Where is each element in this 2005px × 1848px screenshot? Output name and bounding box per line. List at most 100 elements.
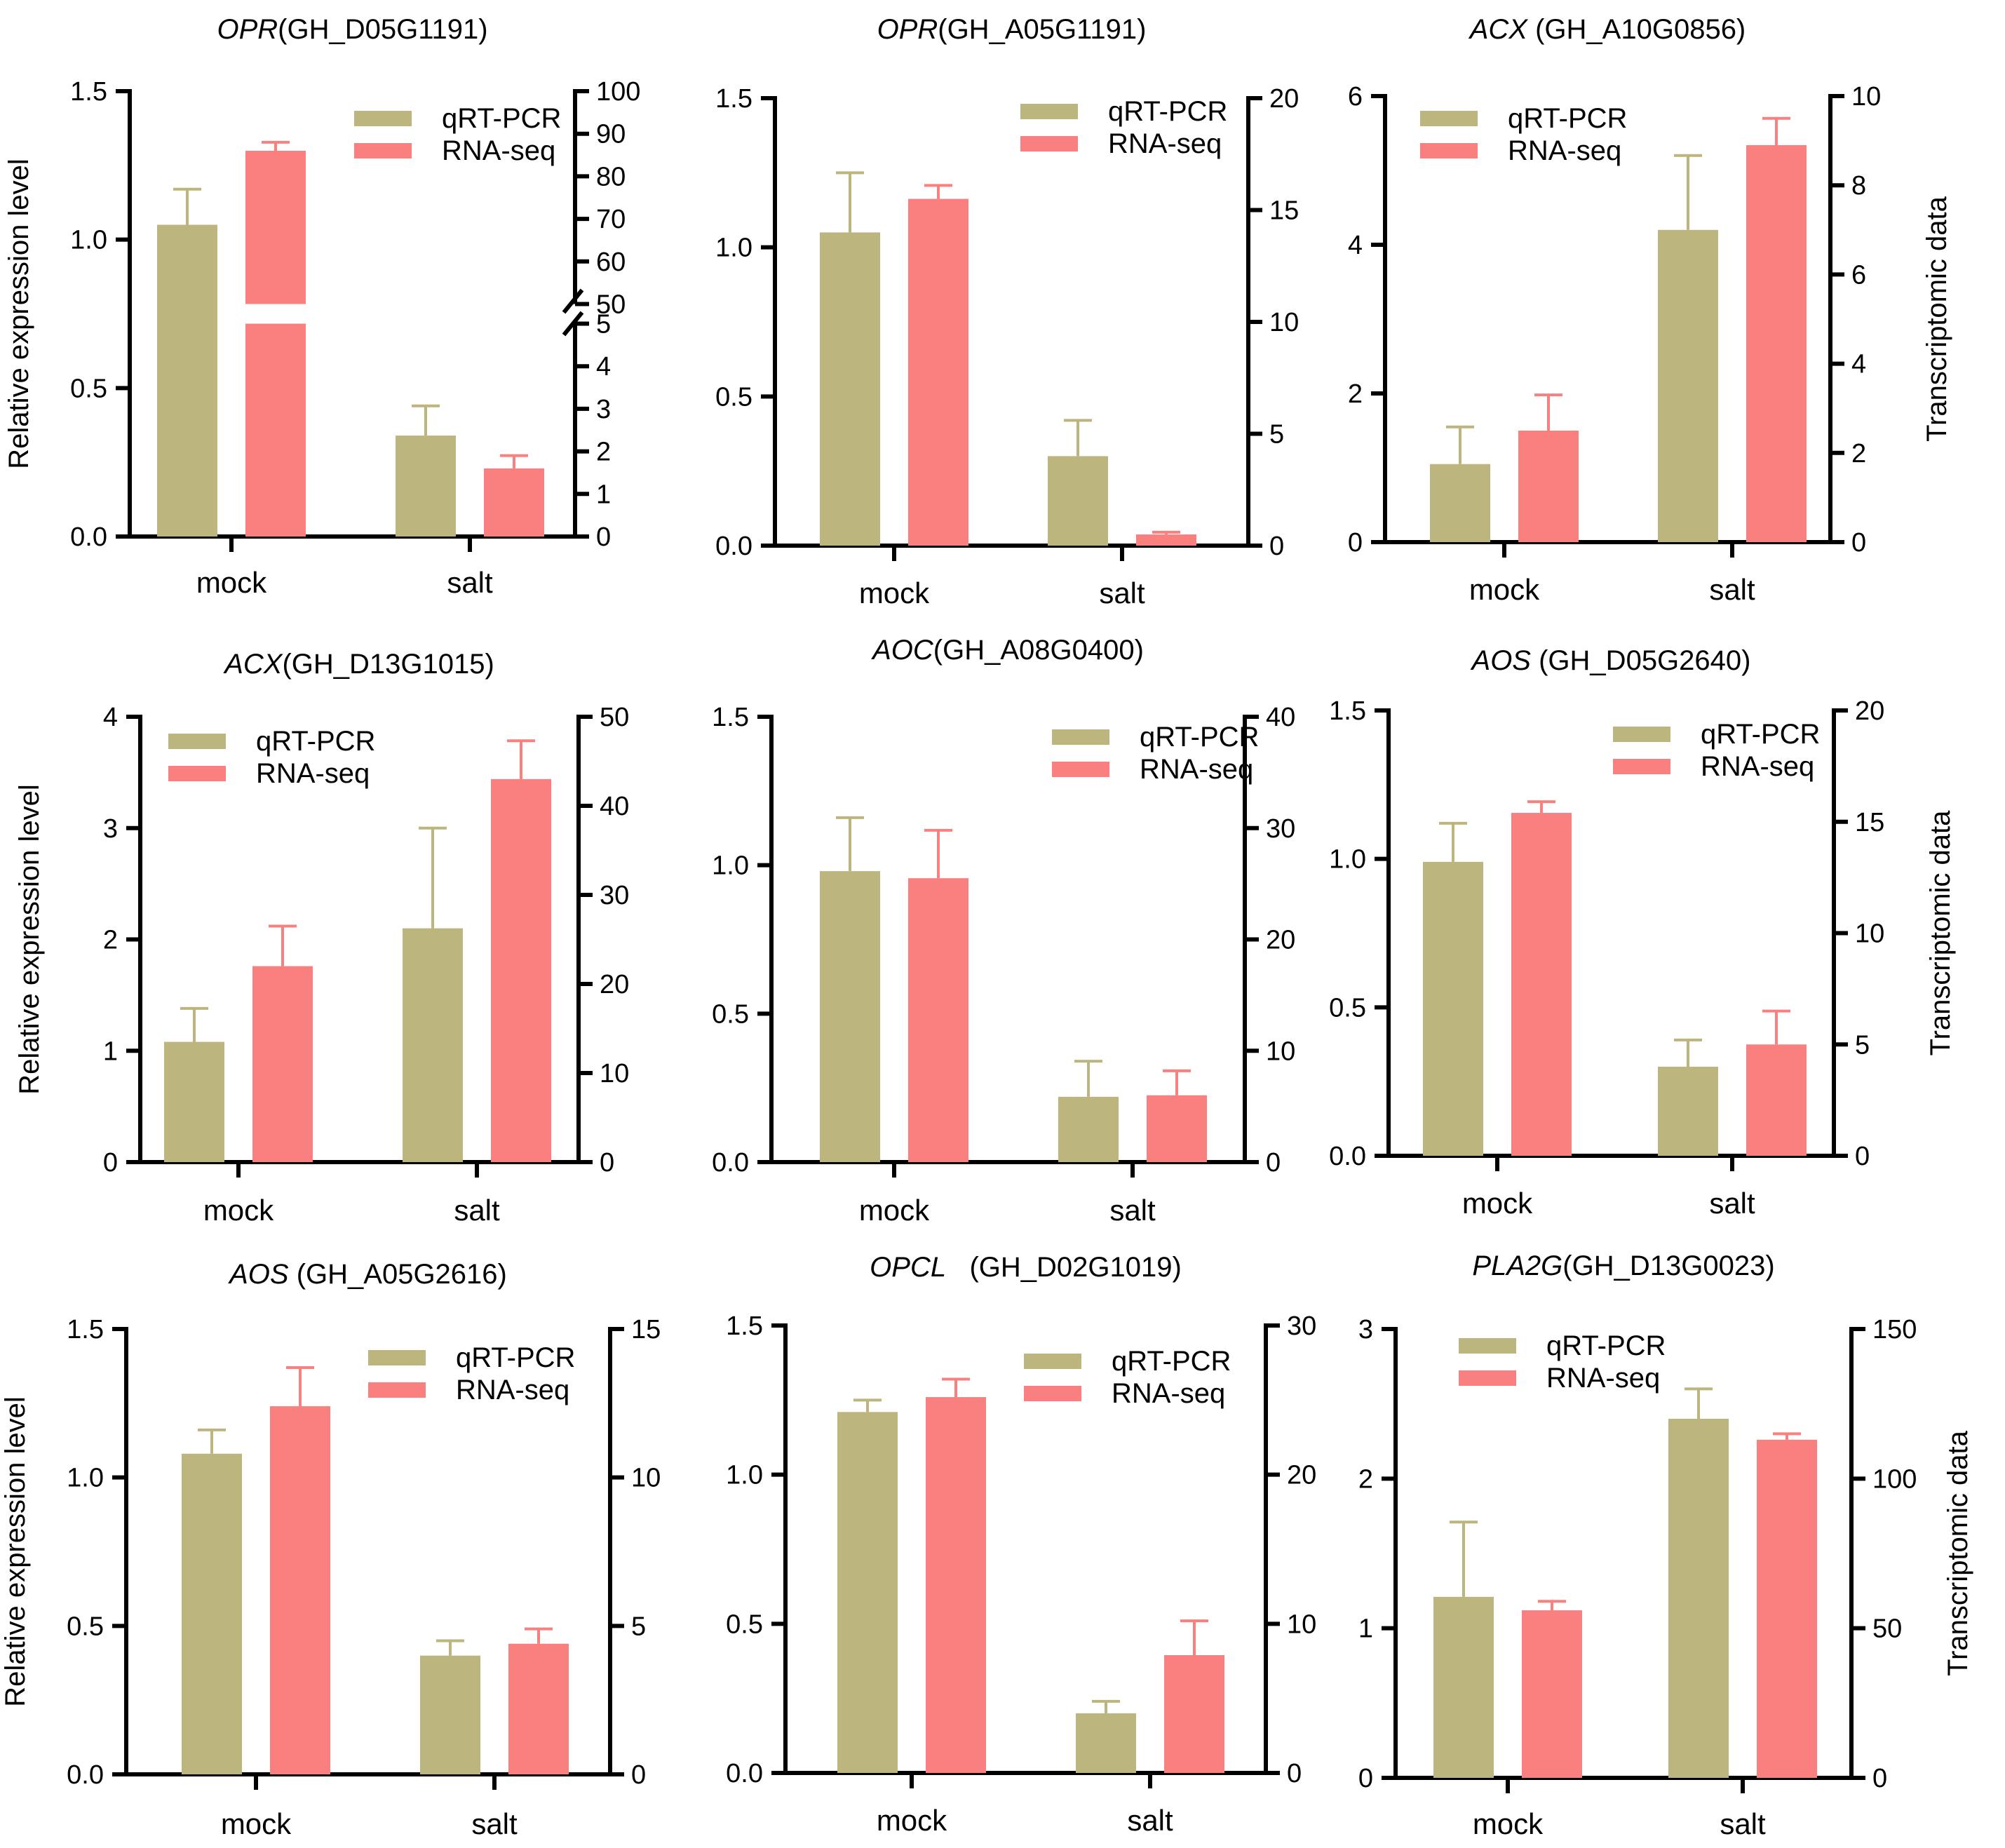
category-label: salt (447, 566, 493, 599)
right-tick-label: 6 (1851, 260, 1866, 290)
legend-label: RNA-seq (256, 758, 370, 789)
chart-title: ACX(GH_D13G1015) (223, 649, 494, 680)
chart-panel-7: 0.0 0.5 1.0 1.5 0 5 10 15 mock salt AOS (GH_A05G26… (0, 1259, 661, 1840)
rna-seq-bar-mock (926, 1397, 986, 1773)
left-tick-label: 0.5 (712, 999, 749, 1029)
category-label: salt (1720, 1807, 1766, 1840)
right-tick-label: 30 (1287, 1311, 1316, 1341)
category-label: mock (1473, 1807, 1544, 1840)
legend-label: qRT-PCR (1508, 103, 1627, 134)
left-tick-label: 0.0 (70, 522, 107, 552)
left-tick-label: 1.5 (70, 77, 107, 107)
left-tick-label: 0.0 (67, 1760, 104, 1790)
category-label: mock (877, 1804, 947, 1837)
category-label: salt (1127, 1804, 1173, 1837)
rna-seq-legend-swatch (1459, 1370, 1516, 1386)
rna-seq-legend-swatch (1020, 136, 1078, 151)
gene-id: (GH_A10G0856) (1527, 14, 1746, 45)
legend-label: RNA-seq (1108, 128, 1222, 159)
right-tick-label: 30 (1266, 814, 1295, 844)
category-label: mock (1462, 1187, 1533, 1220)
left-tick-label: 0 (1348, 528, 1363, 558)
axis-break-mark (562, 311, 584, 337)
chart-title: OPR(GH_D05G1191) (217, 14, 487, 45)
right-tick-label: 40 (1266, 703, 1295, 732)
left-tick-label: 3 (1358, 1315, 1373, 1344)
gene-name: ACX (1469, 14, 1529, 45)
right-tick-label: 8 (1851, 171, 1866, 201)
category-label: salt (471, 1807, 518, 1840)
category-label: mock (221, 1807, 292, 1840)
chart-panel-8: 0.0 0.5 1.0 1.5 0 10 20 30 mock salt OPCL (GH_D02G… (726, 1252, 1316, 1837)
category-label: salt (1109, 1194, 1156, 1227)
right-tick-label: 0 (600, 1148, 614, 1178)
gene-name: OPR (217, 14, 278, 45)
legend-label: qRT-PCR (1112, 1346, 1231, 1377)
legend-label: qRT-PCR (256, 726, 375, 757)
right-tick-label: 20 (1855, 696, 1884, 726)
qrt-pcr-bar-mock (837, 1412, 898, 1773)
qrt-pcr-bar-mock (1433, 1596, 1494, 1778)
gene-name: AOS (228, 1259, 289, 1290)
right-tick-label: 10 (1269, 308, 1299, 337)
legend-label: qRT-PCR (1140, 722, 1259, 753)
rna-seq-legend-swatch (354, 143, 412, 159)
right-tick-label: 5 (596, 310, 611, 339)
left-tick-label: 0 (103, 1148, 118, 1178)
chart-title: ACX (GH_A10G0856) (1469, 14, 1746, 45)
qrt-pcr-legend-swatch (368, 1350, 426, 1365)
legend-label: qRT-PCR (1546, 1330, 1666, 1361)
legend-label: qRT-PCR (442, 103, 561, 134)
rna-seq-bar-salt (1757, 1439, 1817, 1778)
gene-name: AOS (1471, 645, 1532, 676)
right-tick-label: 90 (596, 120, 626, 149)
right-tick-label: 0 (1851, 528, 1866, 558)
chart-panel-9: 0 1 2 3 0 50 100 150 mock salt PLA2G(GH_D13G0023)q… (1358, 1250, 1973, 1840)
left-tick-label: 0.0 (712, 1148, 749, 1178)
gene-id: (GH_D13G0023) (1562, 1250, 1774, 1281)
qrt-pcr-bar-mock (157, 224, 217, 537)
chart-title: AOS (GH_A05G2616) (228, 1259, 507, 1290)
right-tick-label: 15 (1855, 808, 1884, 837)
qrt-pcr-bar-salt (1058, 1096, 1119, 1162)
gene-name: PLA2G (1472, 1250, 1562, 1281)
qrt-pcr-legend-swatch (1459, 1338, 1516, 1354)
right-tick-label: 1 (596, 480, 611, 509)
gene-id: (GH_A05G1191) (938, 14, 1146, 45)
qrt-pcr-bar-mock (820, 232, 880, 546)
right-tick-label: 50 (596, 290, 626, 320)
chart-title: PLA2G(GH_D13G0023) (1472, 1250, 1774, 1281)
qrt-pcr-legend-swatch (1052, 729, 1109, 745)
category-label: mock (1469, 573, 1540, 606)
qrt-pcr-bar-mock (182, 1453, 242, 1774)
right-tick-label: 0 (1872, 1764, 1887, 1793)
gene-name: OPR (877, 14, 938, 45)
left-tick-label: 1.5 (726, 1311, 763, 1341)
qrt-pcr-bar-mock (1423, 861, 1483, 1156)
right-tick-label: 0 (1269, 532, 1284, 561)
left-tick-label: 2 (1348, 379, 1363, 409)
left-tick-label: 4 (103, 703, 118, 732)
left-tick-label: 6 (1348, 82, 1363, 112)
gene-id: (GH_D13G1015) (282, 649, 494, 680)
qrt-pcr-bar-mock (820, 871, 880, 1162)
left-tick-label: 1 (103, 1037, 118, 1066)
qrt-pcr-legend-swatch (1020, 104, 1078, 119)
qrt-pcr-bar-salt (1668, 1419, 1729, 1778)
right-tick-label: 20 (600, 970, 629, 999)
qrt-pcr-legend-swatch (1613, 727, 1670, 742)
rna-seq-bar-mock (245, 323, 306, 537)
left-tick-label: 2 (103, 926, 118, 955)
right-tick-label: 150 (1872, 1315, 1917, 1344)
right-tick-label: 50 (1872, 1614, 1902, 1644)
right-tick-label: 60 (596, 248, 626, 277)
qrt-pcr-legend-swatch (1420, 111, 1478, 126)
y-axis-label-left: Relative expression level (0, 1396, 31, 1706)
gene-name: OPCL (870, 1252, 946, 1283)
chart-panel-3: 0 2 4 6 0 2 4 6 8 10 mock salt ACX (GH_A10G0856) qRT-… (1348, 14, 1952, 606)
right-tick-label: 10 (1266, 1037, 1295, 1066)
rna-seq-bar-salt (1136, 534, 1196, 546)
legend-label: RNA-seq (1140, 754, 1253, 785)
qrt-pcr-legend-swatch (1024, 1354, 1081, 1369)
right-tick-label: 0 (1266, 1148, 1281, 1178)
